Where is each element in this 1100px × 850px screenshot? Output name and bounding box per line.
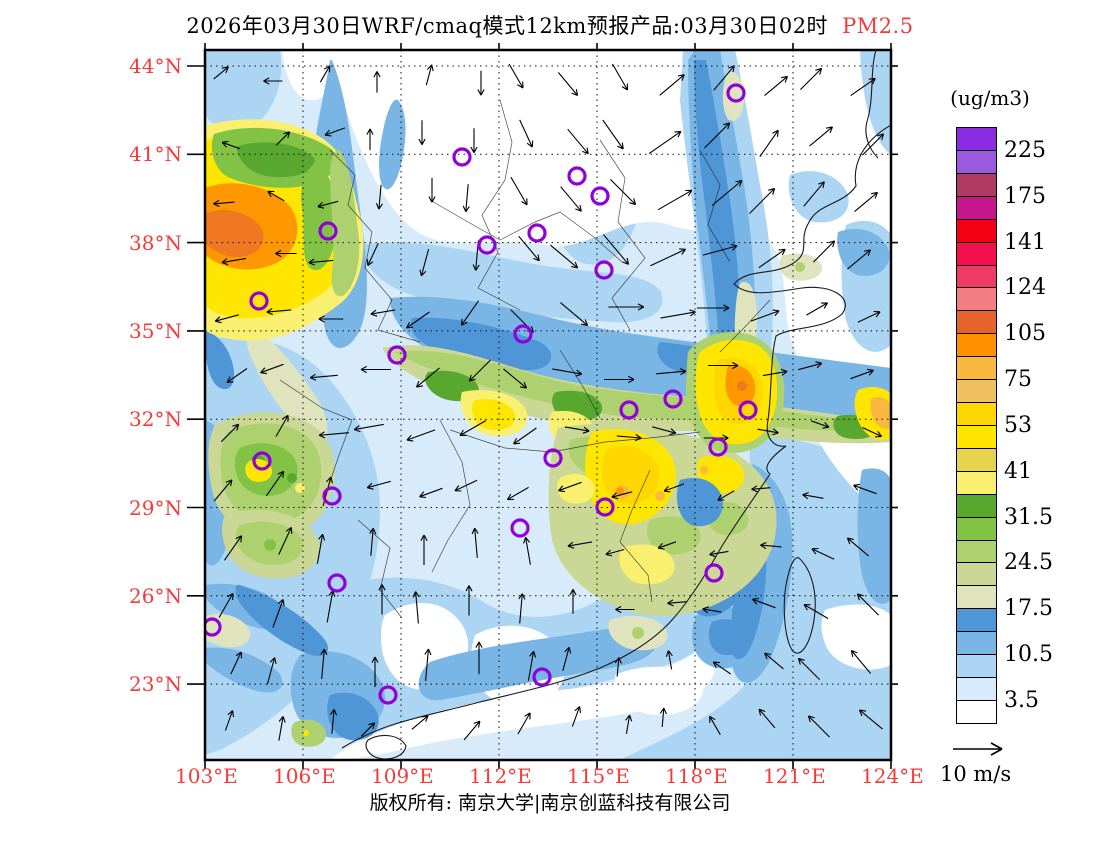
colorbar-segment xyxy=(956,172,997,197)
colorbar-segment xyxy=(956,654,997,679)
colorbar-segment xyxy=(956,608,997,633)
colorbar-segment xyxy=(956,516,997,541)
province-borders xyxy=(279,99,771,619)
station-markers xyxy=(205,83,758,705)
colorbar-tick-label: 31.5 xyxy=(1004,504,1053,530)
colorbar-segment xyxy=(956,127,997,151)
colorbar-segment xyxy=(956,493,997,518)
lat-label: 23°N xyxy=(129,672,182,697)
colorbar-segment xyxy=(956,356,997,381)
lon-label: 115°E xyxy=(567,764,630,788)
colorbar-tick-label: 141 xyxy=(1004,229,1046,255)
colorbar-segment xyxy=(956,447,997,472)
colorbar-segment xyxy=(956,585,997,610)
lon-label: 106°E xyxy=(273,764,336,788)
axis-ticks xyxy=(187,43,898,769)
colorbar-segment xyxy=(956,287,997,312)
page-title: 2026年03月30日WRF/cmaq模式12km预报产品:03月30日02时 P… xyxy=(0,10,1100,40)
lat-label: 41°N xyxy=(129,142,182,167)
colorbar-segment xyxy=(956,677,997,701)
title-text: 2026年03月30日WRF/cmaq模式12km预报产品:03月30日02时 xyxy=(186,14,829,38)
colorbar-tick-label: 10.5 xyxy=(1004,642,1053,668)
colorbar-segment xyxy=(956,218,997,243)
colorbar-segment xyxy=(956,700,997,724)
colorbar-segment xyxy=(956,195,997,220)
colorbar-segment xyxy=(956,379,997,404)
lon-label: 109°E xyxy=(371,764,434,788)
lon-label: 118°E xyxy=(665,764,728,788)
colorbar-tick-label: 3.5 xyxy=(1004,688,1039,713)
colorbar-tick-label: 105 xyxy=(1004,321,1046,347)
colorbar-tick-label: 75 xyxy=(1004,367,1032,393)
colorbar-segment xyxy=(956,470,997,495)
lat-label: 38°N xyxy=(129,230,182,255)
wind-scale-label: 10 m/s xyxy=(940,762,1012,786)
lat-label: 29°N xyxy=(129,495,182,520)
lon-label: 121°E xyxy=(763,764,826,788)
colorbar-segment xyxy=(956,333,997,358)
colorbar-segment xyxy=(956,539,997,564)
lat-label: 32°N xyxy=(129,407,182,432)
colorbar-segment xyxy=(956,264,997,289)
lat-label: 35°N xyxy=(129,318,182,343)
lon-label: 124°E xyxy=(861,764,924,788)
colorbar-segment xyxy=(956,631,997,656)
pm25-concentration-field xyxy=(205,50,891,760)
coastline xyxy=(341,50,891,760)
colorbar-tick-label: 17.5 xyxy=(1004,596,1053,622)
copyright-footer: 版权所有: 南京大学|南京创蓝科技有限公司 xyxy=(369,792,731,814)
colorbar-unit-label: (ug/m3) xyxy=(950,86,1030,110)
map-border xyxy=(203,48,893,762)
colorbar-segment xyxy=(956,310,997,335)
colorbar-tick-label: 53 xyxy=(1004,412,1032,438)
colorbar-segment xyxy=(956,562,997,587)
colorbar-segment xyxy=(956,424,997,449)
colorbar-segment xyxy=(956,402,997,426)
colorbar-tick-label: 225 xyxy=(1004,137,1046,163)
wind-scale-arrow xyxy=(953,742,1003,756)
colorbar-tick-label: 175 xyxy=(1004,183,1046,209)
lat-label: 44°N xyxy=(129,54,182,78)
colorbar-segment xyxy=(956,241,997,266)
pollutant-label: PM2.5 xyxy=(842,14,914,38)
lon-label: 103°E xyxy=(175,764,238,788)
colorbar-tick-label: 124 xyxy=(1004,275,1046,301)
colorbar-tick-label: 24.5 xyxy=(1004,550,1053,576)
colorbar-segment xyxy=(956,149,997,174)
colorbar-tick-label: 41 xyxy=(1004,458,1032,484)
lat-label: 26°N xyxy=(129,583,182,608)
wind-vector-field xyxy=(213,63,885,741)
lon-label: 112°E xyxy=(469,764,532,788)
